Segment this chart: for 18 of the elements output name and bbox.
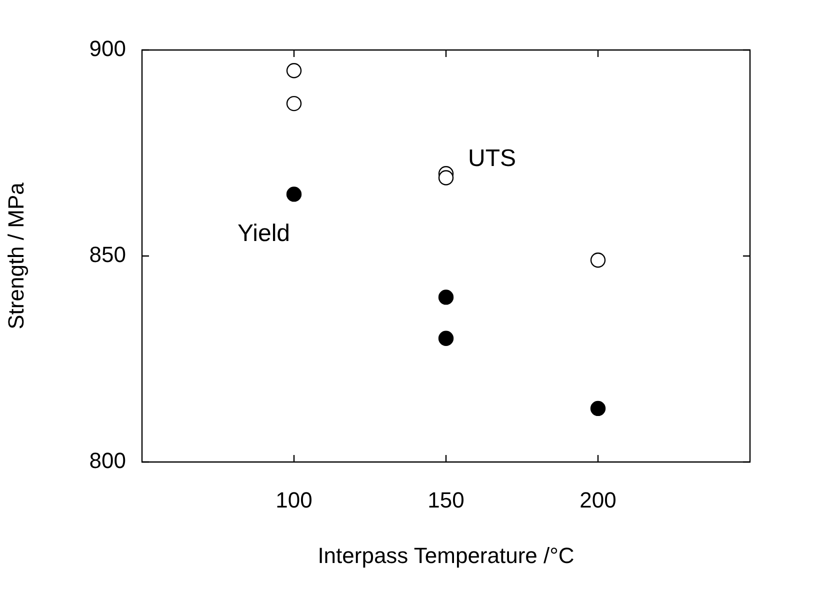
series-label: UTS bbox=[468, 145, 516, 172]
point bbox=[438, 290, 454, 305]
point bbox=[286, 63, 302, 78]
y-tick-label: 900 bbox=[89, 36, 126, 62]
point bbox=[286, 96, 302, 112]
y-tick-label: 850 bbox=[89, 242, 126, 268]
y-axis-title: Strength / MPa bbox=[3, 182, 28, 330]
x-tick-label: 150 bbox=[428, 487, 464, 512]
x-tick-label: 100 bbox=[276, 487, 312, 512]
y-tick-label: 800 bbox=[89, 448, 126, 474]
point bbox=[438, 170, 454, 186]
point bbox=[590, 252, 606, 268]
point bbox=[438, 330, 454, 346]
series-label: Yield bbox=[238, 220, 290, 247]
point bbox=[590, 400, 606, 416]
x-tick-label: 200 bbox=[580, 487, 616, 512]
point bbox=[286, 186, 302, 202]
x-axis-title: Interpass Temperature /°C bbox=[318, 542, 574, 568]
